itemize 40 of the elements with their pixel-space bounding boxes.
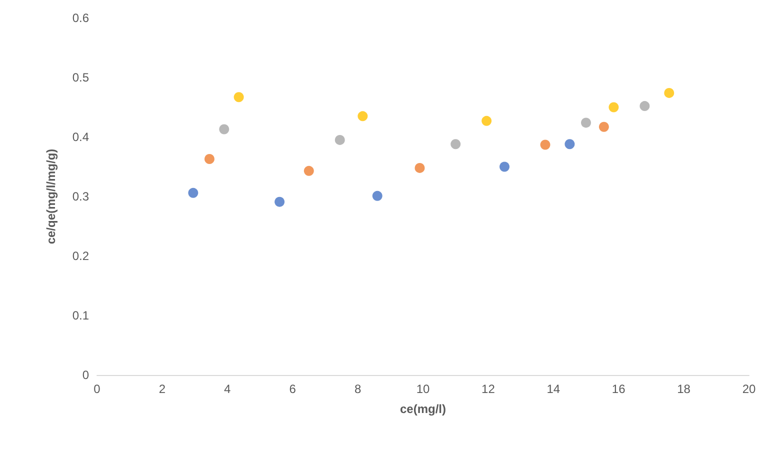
y-axis-title: ce/qe(mg/l/mg/g) [44,148,58,244]
x-tick-label: 2 [158,382,166,396]
point [304,166,314,176]
point [219,124,230,134]
point [358,111,368,122]
x-tick-label: 6 [289,382,296,396]
point [564,139,575,150]
point [581,118,591,128]
y-tick-label: 0.1 [72,308,90,322]
point [598,122,609,132]
point [664,88,674,98]
point [414,162,425,173]
y-tick-label: 0 [82,368,90,382]
x-tick-label: 18 [677,382,691,396]
x-tick-label: 4 [224,382,232,396]
point [274,196,285,207]
x-tick-label: 10 [416,382,430,396]
point [500,162,510,172]
x-tick-label: 20 [742,382,756,396]
point [540,140,550,150]
point [334,134,345,145]
point [640,101,650,112]
point [608,102,619,112]
point [450,139,461,150]
point [234,92,244,102]
y-tick-label: 0.2 [72,249,90,263]
x-tick-label: 12 [482,382,496,396]
y-tick-label: 0.3 [72,190,90,204]
x-tick-label: 8 [354,382,362,396]
point [188,188,198,198]
x-tick-label: 16 [612,382,626,396]
y-tick-label: 0.6 [72,11,90,25]
y-tick-label: 0.4 [72,130,90,144]
y-tick-label: 0.5 [72,70,90,84]
x-tick-label: 14 [546,382,560,396]
point [372,190,382,201]
x-axis-title: ce(mg/l) [400,402,446,416]
x-tick-label: 0 [94,382,101,396]
point [204,154,214,164]
point [482,116,492,126]
